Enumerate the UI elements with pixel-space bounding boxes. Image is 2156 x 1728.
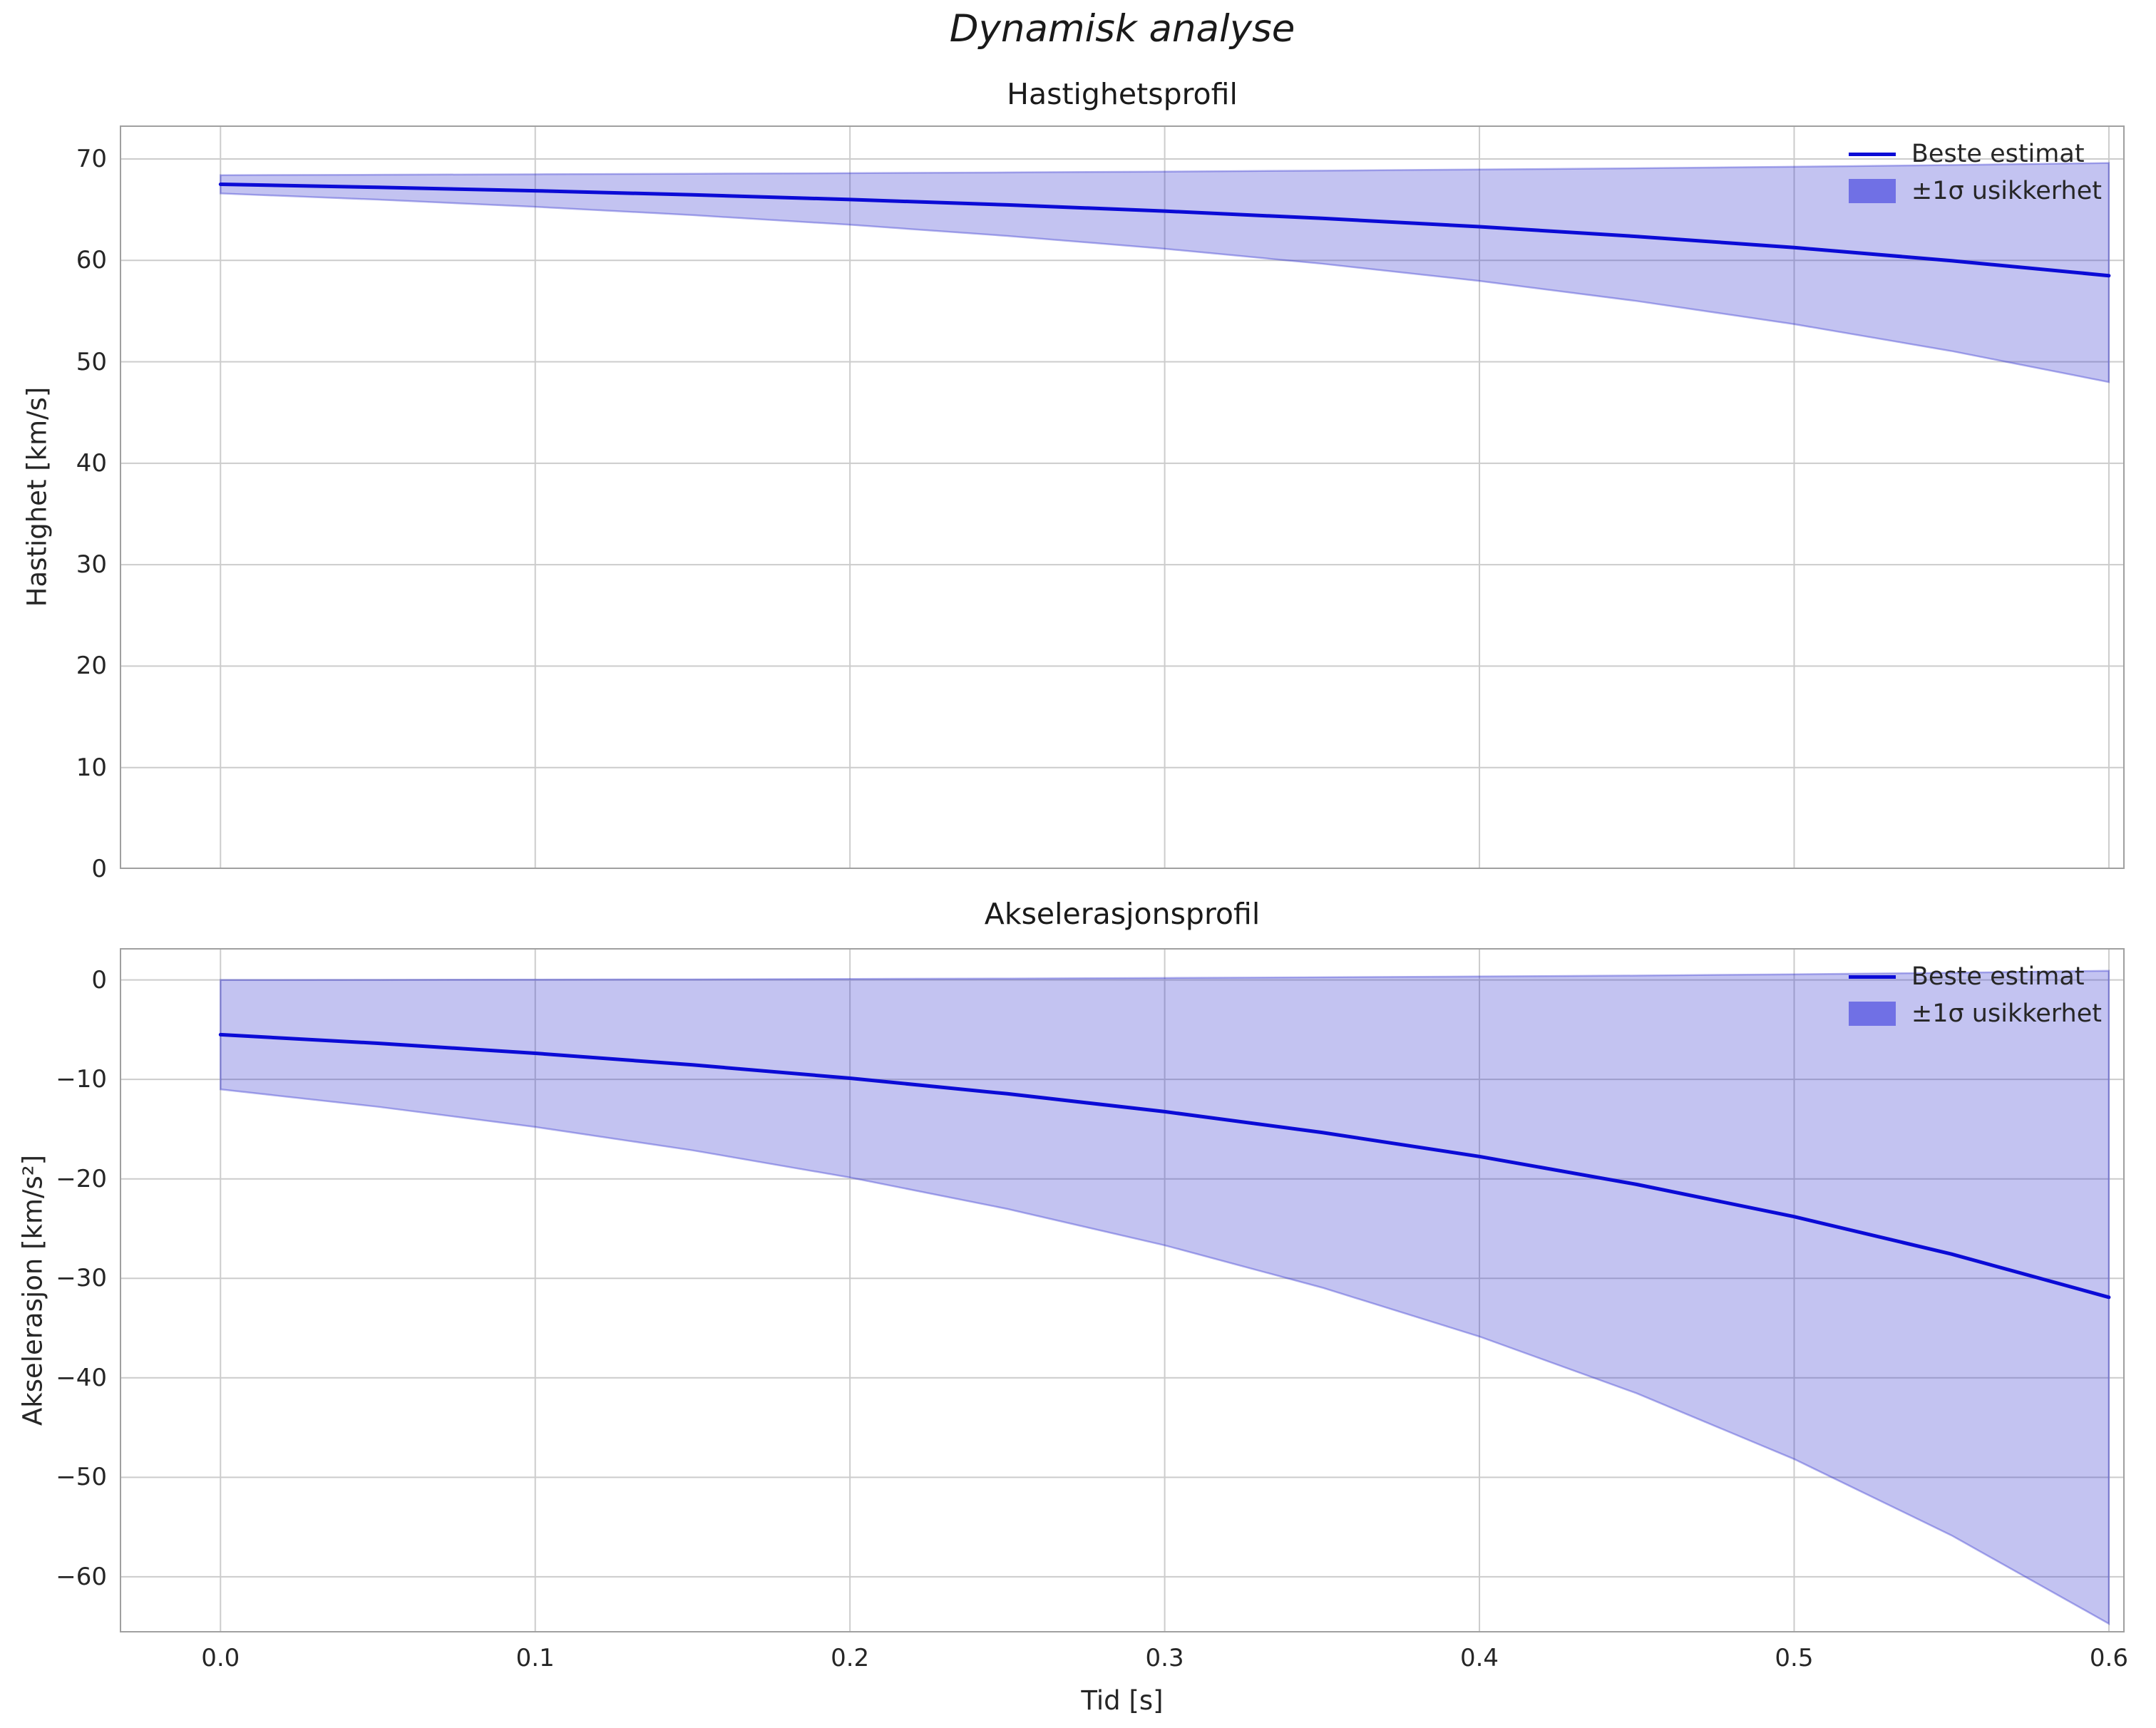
legend-item-uncertainty: ±1σ usikkerhet: [1848, 999, 2102, 1028]
legend-item-best-estimate: Beste estimat: [1848, 962, 2085, 991]
x-tick-label: 0.4: [1459, 1644, 1499, 1672]
legend-line-sample-icon: [1848, 974, 1896, 979]
x-tick-label: 0.1: [515, 1644, 555, 1672]
y-tick-label: −60: [56, 1562, 107, 1591]
y-tick-label: −10: [56, 1065, 107, 1094]
uncertainty-band: [220, 162, 2110, 384]
y-tick-label: −50: [56, 1463, 107, 1492]
y-tick-label: 20: [76, 652, 107, 681]
x-tick-label: 0.2: [831, 1644, 870, 1672]
y-tick-label: 10: [76, 753, 107, 782]
legend-line-sample-icon: [1848, 152, 1896, 156]
legend-item-best-estimate: Beste estimat: [1848, 140, 2085, 168]
y-tick-label: 70: [76, 144, 107, 173]
legend-label: ±1σ usikkerhet: [1911, 177, 2102, 205]
legend-label: Beste estimat: [1911, 140, 2085, 168]
x-tick-label: 0.3: [1145, 1644, 1184, 1672]
y-tick-label: 0: [91, 855, 107, 883]
x-tick-label: 0.0: [201, 1644, 240, 1672]
legend-patch-sample-icon: [1848, 179, 1896, 203]
x-axis-label: Tid [s]: [1081, 1685, 1164, 1716]
y-tick-label: 50: [76, 347, 107, 376]
y-tick-label: −40: [56, 1363, 107, 1392]
legend-item-uncertainty: ±1σ usikkerhet: [1848, 177, 2102, 205]
subplot-title-acceleration: Akselerasjonsprofil: [984, 897, 1261, 931]
best-estimate-line: [218, 182, 2111, 278]
y-axis-label-velocity: Hastighet [km/s]: [21, 386, 53, 607]
axes-border: [120, 948, 2125, 1632]
subplot-title-velocity: Hastighetsprofil: [1007, 77, 1238, 111]
y-axis-label-acceleration: Akselerasjon [km/s²]: [17, 1154, 48, 1426]
y-tick-label: 0: [91, 965, 107, 994]
y-tick-label: 60: [76, 246, 107, 275]
legend-label: Beste estimat: [1911, 962, 2085, 991]
legend-patch-sample-icon: [1848, 1002, 1896, 1026]
plot-area-acceleration: [120, 948, 2125, 1632]
y-tick-label: −20: [56, 1164, 107, 1193]
legend-acceleration: Beste estimat ±1σ usikkerhet: [1848, 962, 2102, 1028]
best-estimate-line: [218, 1032, 2111, 1300]
x-tick-label: 0.5: [1775, 1644, 1814, 1672]
y-tick-label: −30: [56, 1264, 107, 1293]
figure-title: Dynamisk analyse: [949, 7, 1295, 51]
plot-area-velocity: [120, 125, 2125, 869]
x-tick-label: 0.6: [2089, 1644, 2128, 1672]
y-tick-label: 30: [76, 550, 107, 580]
uncertainty-band: [220, 970, 2110, 1625]
legend-label: ±1σ usikkerhet: [1911, 999, 2102, 1028]
axes-border: [120, 125, 2125, 869]
legend-velocity: Beste estimat ±1σ usikkerhet: [1848, 140, 2102, 205]
y-tick-label: 40: [76, 448, 107, 478]
